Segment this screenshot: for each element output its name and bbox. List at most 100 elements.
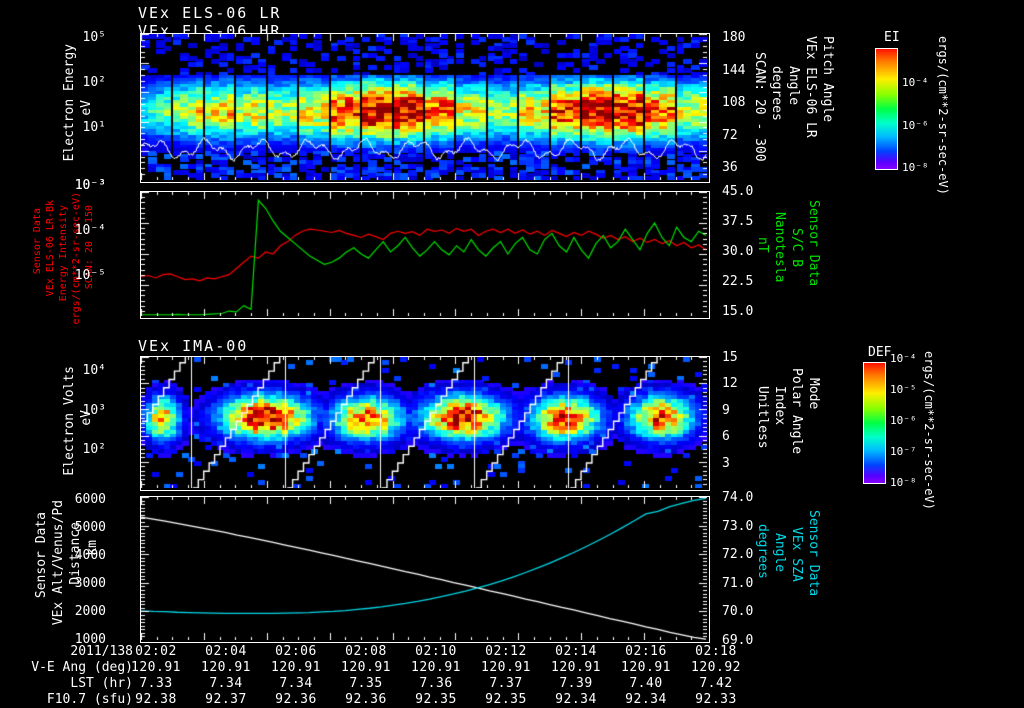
- panel4-rytick-1: 73.0: [722, 519, 754, 534]
- colorbar2-units: ergs/(cm**2-sr-sec-eV): [922, 351, 936, 510]
- panel4-ytick-2: 4000: [74, 548, 106, 563]
- p4l0: Sensor Data: [34, 512, 49, 599]
- panel3-ytick-2: 10²: [82, 442, 106, 457]
- colorbar2-tick-1: 10⁻⁵: [890, 383, 917, 396]
- bottom-cell-lst-6: 7.39: [559, 676, 593, 691]
- panel2-rytick-4: 15.0: [722, 304, 754, 319]
- bottom-cell-f107-7: 92.34: [625, 692, 667, 707]
- bottom-cell-lst-4: 7.36: [419, 676, 453, 691]
- bottom-cell-f107-0: 92.38: [135, 692, 177, 707]
- bottom-cell-lst-3: 7.35: [349, 676, 383, 691]
- panel1-ytick-0: 10⁵: [82, 30, 106, 45]
- panel1-ytick-3: 10⁻³: [74, 178, 106, 193]
- panel3-title: VEx IMA-00: [138, 337, 249, 355]
- colorbar2-tick-0: 10⁻⁴: [890, 352, 917, 365]
- panel4-right-label-3: Angle: [772, 533, 787, 572]
- panel1-plot-area[interactable]: [140, 33, 710, 183]
- panel1-left-axis-label-line1: Electron Energy: [62, 44, 77, 162]
- bottom-cell-ve-ang-8: 120.92: [691, 660, 741, 675]
- bottom-cell-ve-ang-4: 120.91: [411, 660, 461, 675]
- panel3-right-label-2: Polar Angle: [789, 368, 804, 454]
- colorbar2-tick-3: 10⁻⁷: [890, 445, 917, 458]
- p2l1: VEx ELS-06 LR-Bk: [45, 200, 56, 297]
- panel3-plot-area[interactable]: [140, 356, 710, 491]
- panel1-rytick-1: 144: [722, 63, 746, 78]
- panel2-ytick-1: 10⁻⁴: [74, 223, 106, 238]
- p3r3: Unitless: [755, 386, 770, 449]
- bottom-cell-time-2: 02:06: [275, 644, 317, 659]
- colorbar1-tick-1: 10⁻⁶: [902, 119, 929, 132]
- panel2-left-label-2: VEx ELS-06 LR-Bk: [45, 200, 56, 296]
- colorbar2-tick-4: 10⁻⁸: [890, 476, 917, 489]
- panel3-rytick-3: 6: [722, 429, 730, 444]
- panel3-rytick-0: 15: [722, 350, 738, 365]
- panel1-right-axis-label-5: SCAN: 20 - 300: [752, 52, 767, 162]
- p4r0: Sensor Data: [806, 510, 821, 597]
- bottom-row-label-3: F10.7 (sfu): [46, 692, 133, 707]
- p3r1: Polar Angle: [789, 368, 804, 455]
- p4r1: VEx SZA: [789, 527, 804, 582]
- panel2-right-label-1: Sensor Data: [806, 200, 821, 286]
- panel4-rytick-2: 72.0: [722, 547, 754, 562]
- panel4-ytick-5: 1000: [74, 632, 106, 647]
- panel3-rytick-1: 12: [722, 376, 738, 391]
- panel2-ytick-2: 10⁻⁵: [74, 268, 106, 283]
- panel4-ytick-4: 2000: [74, 604, 106, 619]
- panel3-right-label-3: Index: [772, 386, 787, 425]
- bottom-cell-lst-8: 7.42: [699, 676, 733, 691]
- bottom-cell-time-3: 02:08: [345, 644, 387, 659]
- panel1-rytick-2: 108: [722, 95, 746, 110]
- panel3-rytick-2: 9: [722, 403, 730, 418]
- panel2-right-label-3: Nanotesla: [772, 212, 787, 282]
- bottom-cell-f107-2: 92.36: [275, 692, 317, 707]
- bottom-cell-time-1: 02:04: [205, 644, 247, 659]
- bottom-cell-time-6: 02:14: [555, 644, 597, 659]
- panel4-rytick-5: 69.0: [722, 633, 754, 648]
- p2r2: Nanotesla: [772, 212, 787, 283]
- panel3-rytick-4: 3: [722, 456, 730, 471]
- panel4-rytick-0: 74.0: [722, 490, 754, 505]
- panel3-right-label-1: Mode: [806, 378, 821, 409]
- panel4-right-label-4: degrees: [755, 524, 770, 579]
- colorbar1-units: ergs/(cm**2-sr-sec-eV): [936, 36, 950, 195]
- panel4-plot-area[interactable]: [140, 496, 710, 643]
- colorbar1-tick-2: 10⁻⁸: [902, 161, 929, 174]
- panel3-right-label-4: Unitless: [755, 386, 770, 449]
- colorbar1-gradient: [875, 48, 898, 170]
- p2l3: ergs/(cm**2-sr-sec-eV): [71, 192, 82, 325]
- bottom-cell-f107-1: 92.37: [205, 692, 247, 707]
- bottom-cell-lst-7: 7.40: [629, 676, 663, 691]
- panel4-ytick-0: 6000: [74, 492, 106, 507]
- bottom-cell-time-5: 02:12: [485, 644, 527, 659]
- panel1-left-axis-units-text: eV: [79, 100, 94, 116]
- bottom-table: 2011/138 V-E Ang (deg) LST (hr) F10.7 (s…: [0, 644, 1024, 708]
- panel2-right-label-2: S/C B: [789, 228, 804, 267]
- bottom-cell-time-0: 02:02: [135, 644, 177, 659]
- p2r0: Sensor Data: [806, 200, 821, 287]
- panel1-title-lr: VEx ELS-06 LR: [138, 4, 282, 22]
- bottom-cell-ve-ang-7: 120.91: [621, 660, 671, 675]
- panel2-left-label-3: Energy Intensity: [58, 205, 69, 301]
- bottom-cell-time-4: 02:10: [415, 644, 457, 659]
- p1rl1: VEx ELS-06 LR: [803, 36, 818, 138]
- panel3-left-axis-label: Electron Volts: [62, 366, 77, 476]
- colorbar2-gradient: [863, 362, 886, 484]
- bottom-cell-f107-8: 92.33: [695, 692, 737, 707]
- bottom-cell-ve-ang-0: 120.91: [131, 660, 181, 675]
- panel1-rytick-4: 36: [722, 160, 738, 175]
- bottom-row-label-2: LST (hr): [70, 676, 133, 691]
- bottom-cell-lst-1: 7.34: [209, 676, 243, 691]
- panel4-left-label-1: Sensor Data: [34, 512, 49, 598]
- p1rl4: SCAN: 20 - 300: [752, 52, 767, 162]
- bottom-cell-time-8: 02:18: [695, 644, 737, 659]
- panel2-rytick-3: 22.5: [722, 274, 754, 289]
- bottom-cell-lst-2: 7.34: [279, 676, 313, 691]
- bottom-cell-f107-4: 92.35: [415, 692, 457, 707]
- bottom-cell-f107-5: 92.35: [485, 692, 527, 707]
- bottom-cell-ve-ang-1: 120.91: [201, 660, 251, 675]
- panel2-rytick-1: 37.5: [722, 214, 754, 229]
- p3l0: Electron Volts: [62, 366, 77, 476]
- colorbar2-title: DEF: [868, 345, 892, 360]
- panel2-plot-area[interactable]: [140, 191, 710, 319]
- p1rl2: Angle: [786, 66, 801, 106]
